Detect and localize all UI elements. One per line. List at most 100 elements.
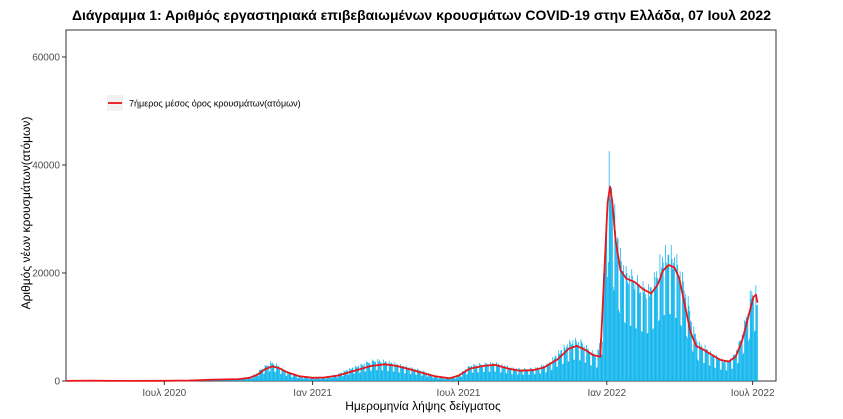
daily-cases-bar [757,304,758,381]
daily-cases-bar [400,366,402,381]
daily-cases-bar [613,290,615,381]
daily-cases-bar [488,371,490,381]
daily-cases-bar [538,368,540,381]
daily-cases-bar [491,363,493,381]
daily-cases-bar [299,376,301,381]
daily-cases-bar [313,377,314,381]
y-tick-label: 40000 [32,161,60,172]
daily-cases-bar [637,283,639,381]
daily-cases-bar [390,363,392,381]
daily-cases-bar [414,368,416,381]
daily-cases-bar [706,349,708,381]
daily-cases-bar [590,365,592,381]
daily-cases-bar [243,378,245,381]
daily-cases-bar [609,195,611,381]
daily-cases-bar [408,367,409,381]
daily-cases-bar [697,359,699,381]
daily-cases-bar [478,372,479,381]
daily-cases-bar [685,294,687,381]
daily-cases-bar [677,264,679,381]
daily-cases-bar [423,371,425,381]
daily-cases-bar [477,372,479,381]
daily-cases-bar [670,314,671,381]
daily-cases-bar [589,353,591,381]
daily-cases-bar [249,377,251,381]
daily-cases-bar [656,271,658,381]
daily-cases-bar [671,259,673,381]
daily-cases-bar [583,347,584,381]
daily-cases-bar [585,362,587,381]
daily-cases-bar [725,370,727,381]
daily-cases-bar [499,365,500,381]
daily-cases-bar [674,257,675,381]
daily-cases-bar [709,365,711,381]
daily-cases-bar [556,366,558,381]
daily-cases-bar [662,262,664,381]
daily-cases-bar [680,324,682,381]
daily-cases-bar [603,274,604,381]
daily-cases-bar [731,368,733,381]
daily-cases-bar [678,276,679,381]
daily-cases-bar [470,367,471,381]
daily-cases-bar [258,375,259,381]
daily-cases-bar [284,371,286,381]
daily-cases-bar [716,354,717,381]
daily-cases-bar [288,373,289,381]
daily-cases-bar [711,356,712,381]
daily-cases-bar [525,369,527,381]
daily-cases-bar [302,378,304,381]
daily-cases-bar [421,375,423,381]
daily-cases-bar [369,362,371,381]
daily-cases-bar [326,376,328,381]
daily-cases-bar [638,283,640,381]
daily-cases-bar [427,376,429,381]
daily-cases-bar [338,374,340,381]
daily-cases-bar [552,357,554,381]
daily-cases-bar [703,362,704,381]
daily-cases-bar [384,361,386,381]
daily-cases-bar [335,375,337,381]
daily-cases-bar [471,372,473,381]
daily-cases-bar [528,374,529,381]
x-tick-label: Ιαν 2021 [293,388,332,399]
daily-cases-bar [375,361,376,381]
daily-cases-bar [583,346,585,381]
daily-cases-bar [714,367,716,381]
daily-cases-bar [493,364,495,381]
daily-cases-bar [267,365,269,381]
daily-cases-bar [388,360,390,381]
daily-cases-bar [696,342,698,381]
daily-cases-bar [379,361,381,381]
daily-cases-bar [561,349,562,381]
daily-cases-bar [432,377,434,381]
daily-cases-bar [459,373,461,381]
daily-cases-bar [295,375,297,381]
daily-cases-bar [682,281,684,381]
daily-cases-bar [382,370,384,381]
daily-cases-bar [282,370,284,381]
daily-cases-bar [592,354,594,381]
daily-cases-bar [462,371,463,381]
daily-cases-bar [549,362,550,381]
daily-cases-bar [288,373,290,381]
daily-cases-bar [703,362,705,381]
legend: 7ήμερος μέσος όρος κρουσμάτων(ατόμων) [107,95,301,111]
daily-cases-bar [280,373,281,381]
daily-cases-bar [454,378,456,381]
daily-cases-bar [285,375,287,381]
daily-cases-bar [687,296,689,381]
y-tick-label: 20000 [32,269,60,280]
daily-cases-bar [681,326,683,381]
daily-cases-bar [217,380,219,381]
daily-cases-bar [446,377,447,381]
daily-cases-bar [348,374,350,381]
daily-cases-bar [451,377,453,381]
daily-cases-bar [454,377,455,381]
daily-cases-bar [386,363,388,381]
daily-cases-bar [516,368,517,381]
daily-cases-bar [476,365,478,381]
daily-cases-bar [639,293,641,381]
daily-cases-bar [408,367,410,381]
daily-cases-bar [264,365,266,381]
daily-cases-bar [255,374,257,381]
